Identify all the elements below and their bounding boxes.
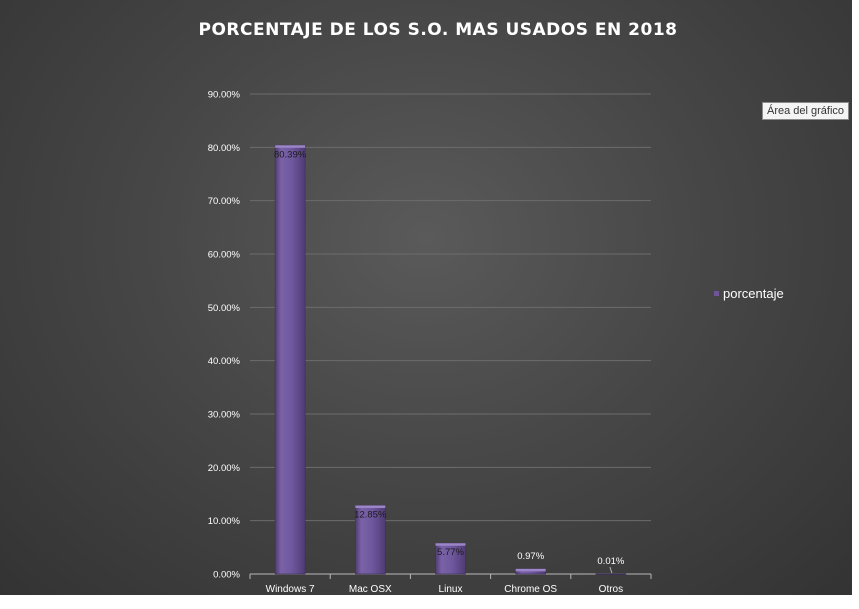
chart-area-tooltip: Área del gráfico <box>762 102 850 120</box>
y-tick-label: 30.00% <box>208 410 241 421</box>
x-tick-label: Windows 7 <box>266 584 315 595</box>
bar-highlight <box>275 145 306 148</box>
bar-highlight <box>515 568 546 572</box>
chart-area[interactable]: PORCENTAJE DE LOS S.O. MAS USADOS EN 201… <box>0 0 852 595</box>
y-tick-label: 70.00% <box>208 196 241 207</box>
legend: porcentaje <box>714 286 784 301</box>
y-tick-label: 0.00% <box>213 570 240 581</box>
data-label: 0.97% <box>517 551 544 562</box>
bar[interactable] <box>595 573 627 575</box>
y-tick-label: 90.00% <box>208 90 241 101</box>
bar-highlight <box>355 505 386 508</box>
chart-title: PORCENTAJE DE LOS S.O. MAS USADOS EN 201… <box>198 20 678 40</box>
data-label: 80.39% <box>274 149 307 160</box>
data-label: 0.01% <box>597 556 624 567</box>
y-tick-label: 80.00% <box>208 143 241 154</box>
y-tick-label: 20.00% <box>208 463 241 474</box>
bar[interactable] <box>354 505 386 575</box>
y-tick-label: 60.00% <box>208 250 241 261</box>
y-tick-label: 40.00% <box>208 356 241 367</box>
plot-area: 0.00% 10.00% 20.00% 30.00% 40.00% 50.00% 60.00… <box>208 90 652 595</box>
bar[interactable] <box>274 144 306 575</box>
bar-highlight <box>435 543 466 546</box>
y-tick-label: 10.00% <box>208 516 241 527</box>
bar[interactable] <box>435 542 466 575</box>
data-label: 5.77% <box>437 547 464 558</box>
x-tick-label: Otros <box>599 584 623 595</box>
y-tick-label: 50.00% <box>208 303 241 314</box>
legend-swatch <box>714 291 719 296</box>
legend-label: porcentaje <box>723 286 784 301</box>
x-tick-label: Chrome OS <box>504 584 557 595</box>
leader-line <box>609 566 613 574</box>
x-tick-label: Mac OSX <box>349 584 392 595</box>
data-label: 12.85% <box>354 509 387 520</box>
x-tick-label: Linux <box>439 584 463 595</box>
